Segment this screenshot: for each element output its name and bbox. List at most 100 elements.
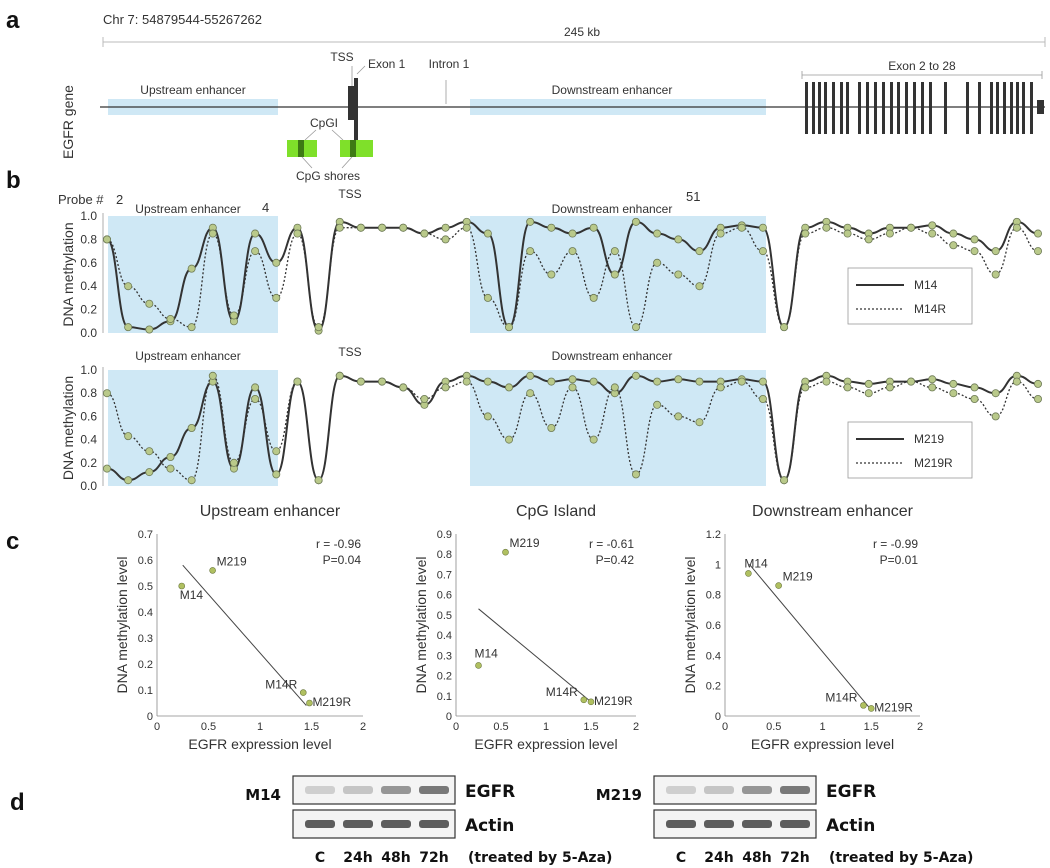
data-point <box>864 235 873 244</box>
blot-sample-label: M219 <box>596 786 642 804</box>
exon-last-block <box>1037 100 1044 114</box>
data-point <box>124 476 133 485</box>
data-point <box>356 223 365 232</box>
cpg-shores-label: CpG shores <box>296 169 360 183</box>
data-point <box>653 400 662 409</box>
y-tick-label: 0.6 <box>138 555 153 567</box>
data-point <box>758 223 767 232</box>
scatter-cpg-island: CpG Island 0 0.1 0.2 0.3 0.4 0.5 0.6 0.7 0.8 0.9 0 0… <box>413 503 639 752</box>
y-tick-label: 0.4 <box>437 630 452 642</box>
data-point <box>145 299 154 308</box>
upstream-shade <box>108 216 278 333</box>
data-point <box>378 377 387 386</box>
data-point <box>885 383 894 392</box>
cpgi-label: CpGI <box>310 116 338 130</box>
lane-label: C <box>315 850 325 866</box>
y-tick-label: 0.4 <box>80 433 97 447</box>
b-tss-label-top: TSS <box>338 187 361 201</box>
data-point <box>103 464 112 473</box>
panel-c: c Upstream enhancer 0 0.1 0.2 0.3 0.4 0.5 0.6 0.… <box>6 503 923 752</box>
data-point <box>758 247 767 256</box>
y-tick-label: 0.0 <box>80 326 97 340</box>
exon-bar <box>990 82 993 134</box>
western-blot-m219: M219 EGFR Actin C 24h 48h 72h (treated by 5-Aza… <box>596 775 973 866</box>
data-point <box>674 412 683 421</box>
data-point <box>610 383 619 392</box>
y-tick-label: 0.7 <box>437 569 452 581</box>
data-point <box>378 223 387 232</box>
y-axis-label: DNA methylation level <box>114 557 130 694</box>
regression-line <box>182 564 307 706</box>
blot-band <box>666 820 696 828</box>
legend-box <box>847 421 973 479</box>
data-point <box>1034 394 1043 403</box>
exon-bar <box>832 82 835 134</box>
data-point <box>695 377 704 386</box>
western-blot-m14: M14 EGFR Actin C 24h 48h 72h (treated by 5-Aza) <box>245 775 612 866</box>
y-tick-label: 1.0 <box>80 363 97 377</box>
data-point <box>335 223 344 232</box>
data-point <box>568 375 577 384</box>
legend-label-m219r: M219R <box>914 456 953 470</box>
scatter-point-m219r <box>867 705 875 712</box>
scatter-upstream-enhancer: Upstream enhancer 0 0.1 0.2 0.3 0.4 0.5 0.6 0.7 0… <box>114 503 366 752</box>
data-point <box>187 423 196 432</box>
data-point <box>187 323 196 332</box>
blot-row-label-actin: Actin <box>465 816 514 836</box>
data-point <box>716 229 725 238</box>
data-point <box>420 229 429 238</box>
data-point <box>526 371 535 380</box>
x-axis-label: EGFR expression level <box>188 736 331 752</box>
data-point <box>1012 377 1021 386</box>
scatter-point-m14r <box>299 689 307 696</box>
cpg-island-core <box>350 140 356 157</box>
data-point <box>991 389 1000 398</box>
x-axis-label: EGFR expression level <box>751 736 894 752</box>
y-tick-label: 0.7 <box>138 529 153 541</box>
probe-2: 2 <box>116 192 123 207</box>
scatter-point-m14r <box>580 696 588 704</box>
data-point <box>610 270 619 279</box>
panel-d: d M14 EGFR Actin C 24h 48h 72h (treated by 5-Az… <box>10 775 973 866</box>
data-point <box>674 235 683 244</box>
correlation-r: r = -0.96 <box>316 537 361 551</box>
y-tick-label: 0.4 <box>138 607 153 619</box>
exons-2-28 <box>805 82 1044 134</box>
blot-row-label-egfr: EGFR <box>826 782 876 802</box>
blot-band <box>666 786 696 794</box>
lane-label: 48h <box>381 850 410 866</box>
data-point <box>907 377 916 386</box>
data-point <box>229 458 238 467</box>
correlation-p: P=0.01 <box>880 553 919 567</box>
data-point <box>547 377 556 386</box>
exon-bar <box>929 82 932 134</box>
data-point <box>272 447 281 456</box>
scatter-point-m219 <box>775 582 782 589</box>
y-tick-label: 0 <box>446 711 452 723</box>
exon-bar <box>921 82 924 134</box>
data-point <box>610 247 619 256</box>
y-tick-label: 0.8 <box>80 386 97 400</box>
exon-bar <box>978 82 981 134</box>
data-point <box>631 470 640 479</box>
y-tick-label: 0.3 <box>437 650 452 662</box>
data-point <box>272 470 281 479</box>
correlation-r: r = -0.61 <box>589 537 634 551</box>
b-upstream-label-bottom: Upstream enhancer <box>135 349 240 363</box>
lane-label: 24h <box>343 850 372 866</box>
probe-51: 51 <box>686 189 700 204</box>
data-point <box>272 293 281 302</box>
data-point <box>103 389 112 398</box>
exon-bar <box>812 82 815 134</box>
blot-band <box>419 786 449 794</box>
exon-1-block <box>354 78 358 148</box>
y-tick-label: 0.2 <box>437 671 452 683</box>
tss-label: TSS <box>330 50 353 64</box>
data-point <box>314 476 323 485</box>
blot-band <box>305 820 335 828</box>
methylation-track-m14: DNA methylation 0.0 0.2 0.4 0.6 0.8 1.0 M14 M14R <box>60 209 1043 340</box>
data-point <box>928 375 937 384</box>
data-point <box>1034 229 1043 238</box>
exon-bar <box>890 82 893 134</box>
data-point <box>166 452 175 461</box>
